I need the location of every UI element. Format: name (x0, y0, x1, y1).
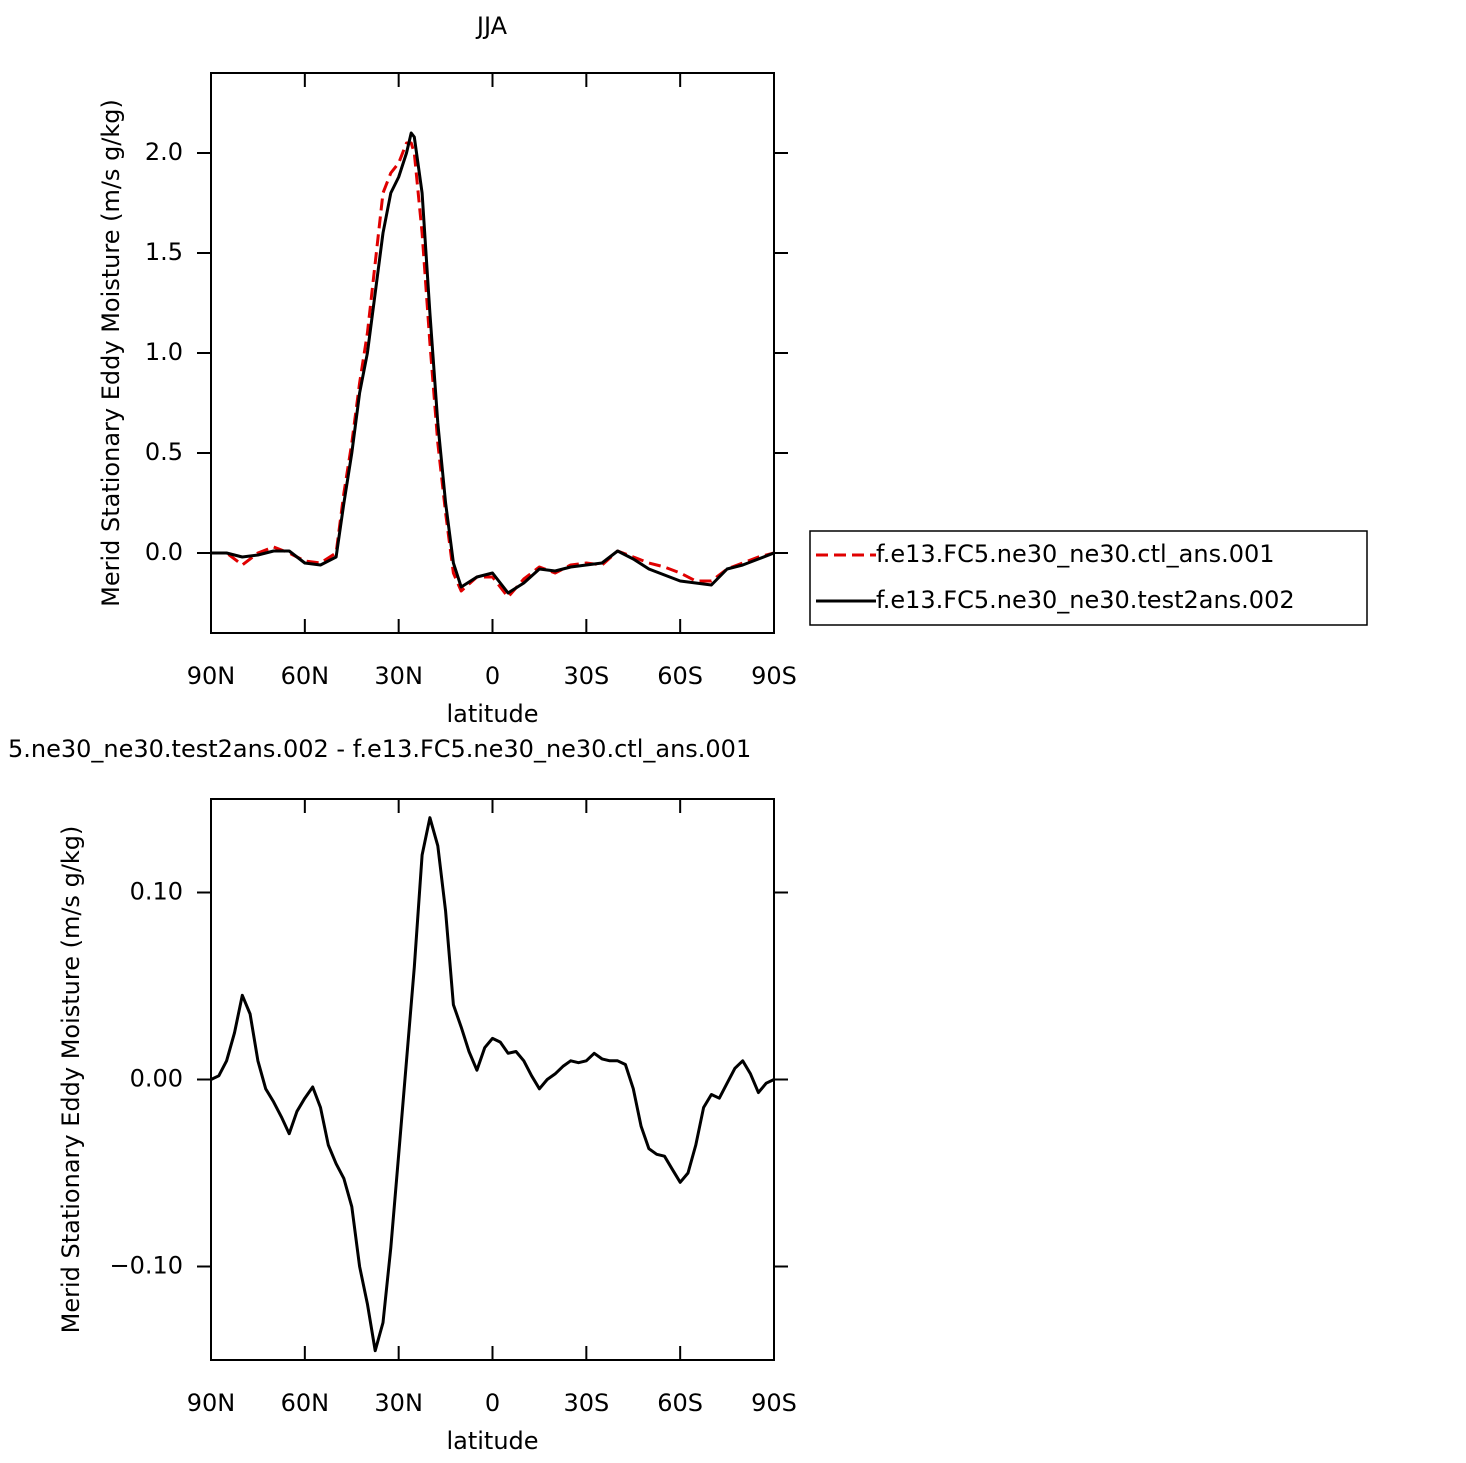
x-tick-label: 60S (657, 1389, 703, 1417)
x-tick-label: 30N (374, 662, 423, 690)
y-tick-label: 1.5 (145, 238, 183, 266)
x-tick-label: 90N (187, 662, 236, 690)
plot-frame (210, 72, 775, 634)
x-tick-label: 90S (751, 662, 797, 690)
data-line (210, 816, 775, 1353)
x-tick-label: 90N (187, 1389, 236, 1417)
x-tick-label: 60S (657, 662, 703, 690)
x-tick-label: 30N (374, 1389, 423, 1417)
y-axis-label: Merid Stationary Eddy Moisture (m/s g/kg… (97, 99, 125, 607)
chart-title: 5.ne30_ne30.test2ans.002 - f.e13.FC5.ne3… (8, 735, 751, 763)
legend-label: f.e13.FC5.ne30_ne30.ctl_ans.001 (876, 540, 1275, 568)
y-tick-label: −0.10 (109, 1252, 183, 1280)
legend-label: f.e13.FC5.ne30_ne30.test2ans.002 (876, 586, 1295, 614)
data-line (211, 141, 775, 599)
y-axis-label: Merid Stationary Eddy Moisture (m/s g/kg… (57, 826, 85, 1334)
x-tick-label: 30S (563, 1389, 609, 1417)
x-tick-label: 0 (485, 662, 500, 690)
x-tick-label: 60N (281, 1389, 330, 1417)
x-axis-label: latitude (446, 1427, 538, 1455)
data-line (211, 131, 775, 595)
plot-frame (210, 798, 775, 1361)
y-tick-label: 1.0 (145, 338, 183, 366)
x-axis-label: latitude (446, 700, 538, 728)
y-tick-label: 2.0 (145, 138, 183, 166)
legend-box (809, 530, 1368, 626)
x-tick-label: 0 (485, 1389, 500, 1417)
chart-title: JJA (475, 12, 508, 40)
x-tick-label: 60N (281, 662, 330, 690)
x-tick-label: 90S (751, 1389, 797, 1417)
x-tick-label: 30S (563, 662, 609, 690)
y-tick-label: 0.0 (145, 538, 183, 566)
y-tick-label: 0.00 (130, 1065, 183, 1093)
y-tick-label: 0.10 (130, 878, 183, 906)
y-tick-label: 0.5 (145, 438, 183, 466)
